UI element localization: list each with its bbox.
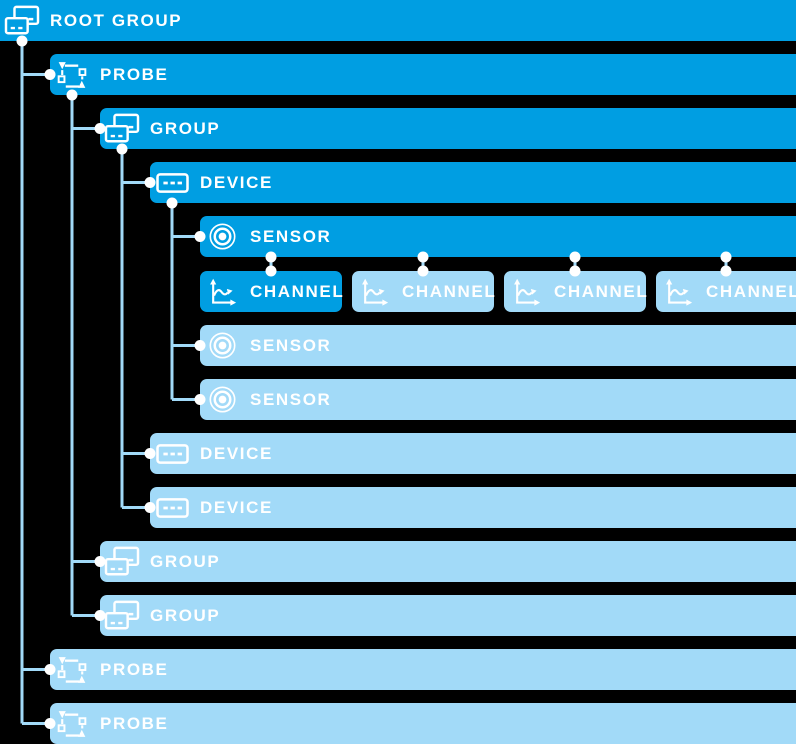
node-label: SENSOR bbox=[250, 390, 332, 409]
node-label: SENSOR bbox=[250, 227, 332, 246]
channel-icon bbox=[204, 274, 240, 310]
node-group-2[interactable]: GROUP bbox=[100, 541, 796, 582]
device-icon bbox=[154, 490, 190, 526]
node-label: PROBE bbox=[100, 714, 169, 733]
node-label: CHANNEL bbox=[402, 282, 497, 301]
channel-icon bbox=[356, 274, 392, 310]
device-icon bbox=[154, 165, 190, 201]
group-icon bbox=[104, 111, 140, 147]
group-icon bbox=[104, 598, 140, 634]
probe-icon bbox=[54, 57, 90, 93]
node-label: DEVICE bbox=[200, 173, 273, 192]
node-label: CHANNEL bbox=[250, 282, 345, 301]
node-label: GROUP bbox=[150, 119, 221, 138]
node-device-1[interactable]: DEVICE bbox=[150, 162, 796, 203]
probe-icon bbox=[54, 706, 90, 742]
node-label: CHANNEL bbox=[554, 282, 649, 301]
node-label: PROBE bbox=[100, 65, 169, 84]
sensor-icon bbox=[204, 219, 240, 255]
node-label: SENSOR bbox=[250, 336, 332, 355]
node-channel-4[interactable]: CHANNEL bbox=[656, 271, 796, 312]
node-probe-1[interactable]: PROBE bbox=[50, 54, 796, 95]
node-device-2[interactable]: DEVICE bbox=[150, 433, 796, 474]
node-label: PROBE bbox=[100, 660, 169, 679]
node-probe-3[interactable]: PROBE bbox=[50, 703, 796, 744]
probe-icon bbox=[54, 652, 90, 688]
sensor-icon bbox=[204, 382, 240, 418]
node-label: GROUP bbox=[150, 552, 221, 571]
node-label: DEVICE bbox=[200, 444, 273, 463]
node-sensor-1[interactable]: SENSOR bbox=[200, 216, 796, 257]
channel-icon bbox=[508, 274, 544, 310]
sensor-icon bbox=[204, 328, 240, 364]
node-channel-1[interactable]: CHANNEL bbox=[200, 271, 345, 312]
channel-icon bbox=[660, 274, 696, 310]
node-root-group[interactable]: ROOT GROUP bbox=[0, 0, 796, 41]
node-label: DEVICE bbox=[200, 498, 273, 517]
group-icon bbox=[4, 3, 40, 39]
node-channel-3[interactable]: CHANNEL bbox=[504, 271, 649, 312]
node-group-3[interactable]: GROUP bbox=[100, 595, 796, 636]
node-label: ROOT GROUP bbox=[50, 11, 183, 30]
node-channel-2[interactable]: CHANNEL bbox=[352, 271, 497, 312]
group-icon bbox=[104, 544, 140, 580]
node-group-1[interactable]: GROUP bbox=[100, 108, 796, 149]
device-icon bbox=[154, 436, 190, 472]
node-device-3[interactable]: DEVICE bbox=[150, 487, 796, 528]
node-probe-2[interactable]: PROBE bbox=[50, 649, 796, 690]
node-sensor-3[interactable]: SENSOR bbox=[200, 379, 796, 420]
node-label: GROUP bbox=[150, 606, 221, 625]
node-sensor-2[interactable]: SENSOR bbox=[200, 325, 796, 366]
node-label: CHANNEL bbox=[706, 282, 796, 301]
